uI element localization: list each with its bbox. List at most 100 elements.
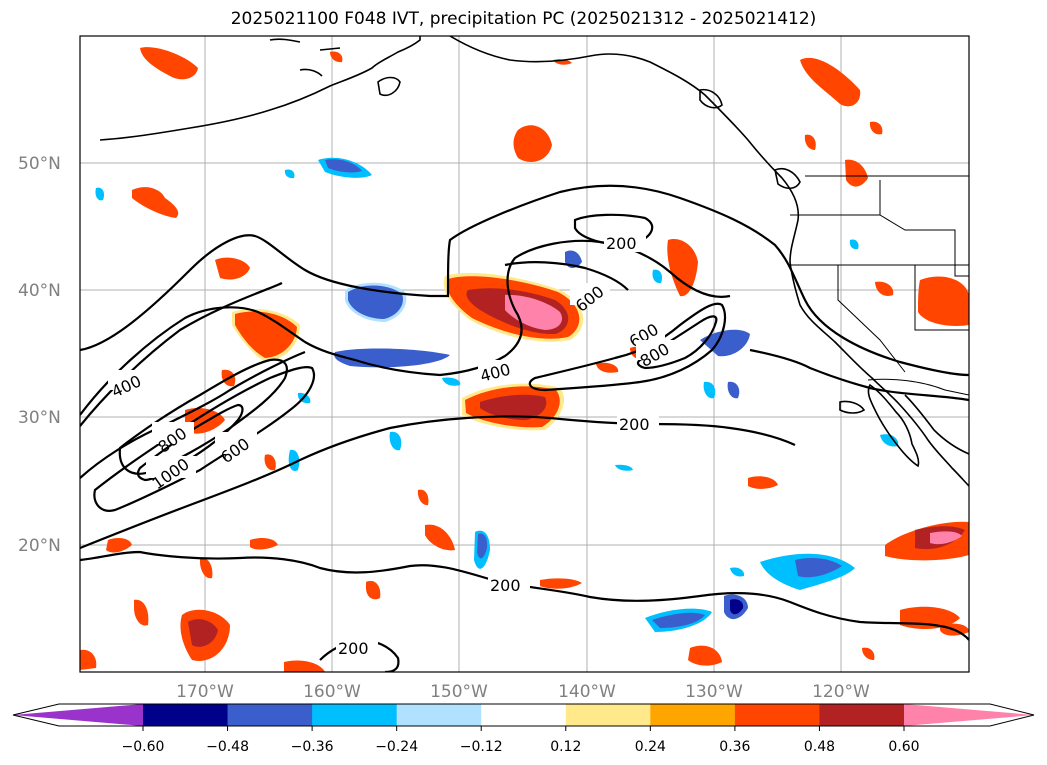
precip-blob bbox=[140, 47, 198, 80]
ivt-contour-1000 bbox=[136, 403, 244, 482]
precip-blob-negative bbox=[880, 434, 899, 447]
colorbar-segment bbox=[396, 704, 482, 726]
colorbar-tick-label: −0.12 bbox=[460, 739, 503, 755]
precip-blob bbox=[513, 125, 552, 162]
precip-blob bbox=[862, 647, 875, 660]
precip-blob bbox=[869, 121, 883, 135]
lon-label-120w: 120°W bbox=[812, 682, 870, 702]
precip-blob bbox=[250, 537, 278, 550]
precip-blob bbox=[80, 649, 97, 670]
precip-blob bbox=[540, 578, 582, 589]
precip-blob-negative bbox=[325, 159, 362, 173]
lat-label-50n: 50°N bbox=[18, 154, 61, 174]
precip-blob bbox=[134, 599, 149, 626]
lat-label-30n: 30°N bbox=[18, 408, 61, 428]
precip-blob-negative bbox=[389, 431, 402, 451]
political-borders bbox=[790, 175, 969, 396]
colorbar-segment bbox=[227, 704, 313, 726]
precip-blob bbox=[132, 187, 179, 218]
colorbar-tick-label: 0.48 bbox=[804, 739, 835, 755]
lat-label-20n: 20°N bbox=[18, 536, 61, 556]
precip-blob bbox=[330, 51, 343, 63]
ivt-contour-200-north bbox=[80, 184, 969, 377]
contour-label: 200 bbox=[606, 234, 637, 253]
vancouver-island bbox=[774, 167, 801, 190]
precip-blob-negative bbox=[730, 599, 744, 615]
precip-blob-negative bbox=[615, 464, 633, 471]
lon-label-140w: 140°W bbox=[558, 682, 616, 702]
precip-blob-negative bbox=[652, 269, 663, 284]
precip-blob bbox=[200, 557, 213, 579]
precip-blob bbox=[215, 257, 250, 280]
colorbar-tick-label: 0.60 bbox=[888, 739, 919, 755]
ivt-contour-400-right bbox=[504, 261, 629, 291]
precip-blob bbox=[188, 619, 218, 647]
state-border-ca-nv bbox=[837, 265, 906, 373]
contour-label: 200 bbox=[619, 415, 650, 434]
lon-label-160w: 160°W bbox=[303, 682, 361, 702]
alaska-peninsula-coast bbox=[99, 36, 421, 141]
precip-blob bbox=[264, 454, 276, 471]
ivt-contour-200-south bbox=[80, 415, 796, 550]
precip-blob bbox=[688, 645, 722, 666]
gulf-of-california bbox=[904, 394, 969, 455]
precip-blob bbox=[106, 537, 132, 553]
precip-blob bbox=[918, 276, 969, 326]
coastlines bbox=[99, 36, 969, 487]
kodiak-island bbox=[377, 76, 401, 97]
lon-label-130w: 130°W bbox=[685, 682, 743, 702]
precip-blob-negative bbox=[442, 377, 461, 386]
lon-label-150w: 150°W bbox=[430, 682, 488, 702]
chart-title: 2025021100 F048 IVT, precipitation PC (2… bbox=[230, 9, 817, 29]
colorbar-segment bbox=[650, 704, 736, 726]
colorbar-segment bbox=[143, 704, 229, 726]
precip-blob-negative bbox=[95, 187, 105, 201]
precip-blob-negative bbox=[284, 169, 295, 179]
ivt-contour-200-east bbox=[749, 348, 969, 402]
precip-blob bbox=[596, 362, 619, 373]
contour-label: 200 bbox=[490, 576, 521, 595]
state-border-nv-az bbox=[914, 265, 969, 331]
colorbar-segment bbox=[312, 704, 398, 726]
colorbar-ticks: −0.60 −0.48 −0.36 −0.24 −0.12 0.12 0.24 0.36 0.4… bbox=[122, 726, 920, 755]
baja-california bbox=[867, 383, 920, 468]
lat-label-40n: 40°N bbox=[18, 281, 61, 301]
colorbar-tick-label: −0.24 bbox=[375, 739, 418, 755]
state-border-id bbox=[879, 214, 969, 277]
precip-blob-negative bbox=[652, 612, 705, 628]
precip-blob bbox=[845, 159, 868, 187]
colorbar-segment bbox=[734, 704, 820, 726]
ivt-contour-800 bbox=[636, 315, 718, 370]
colorbar-segment bbox=[481, 704, 567, 726]
bc-islands bbox=[699, 88, 723, 109]
colorbar-segment bbox=[819, 704, 905, 726]
longitude-labels: 170°W 160°W 150°W 140°W 130°W 120°W bbox=[176, 682, 870, 702]
colorbar-tick-label: 0.36 bbox=[719, 739, 750, 755]
colorbar-extend-low bbox=[13, 704, 143, 726]
gulf-of-alaska-coast bbox=[449, 36, 969, 487]
precip-blob-negative bbox=[565, 250, 582, 268]
precip-blob bbox=[804, 134, 816, 150]
precip-blob bbox=[748, 476, 778, 489]
precip-blob bbox=[667, 239, 698, 297]
small-island bbox=[839, 400, 866, 414]
colorbar-tick-label: 0.12 bbox=[550, 739, 581, 755]
colorbar-tick-label: 0.24 bbox=[635, 739, 666, 755]
colorbar-outline bbox=[12, 703, 1035, 727]
precip-blob-negative bbox=[477, 533, 488, 559]
map-panel: 200 600 400 600 800 400 800 600 1000 200… bbox=[80, 36, 969, 672]
precip-blob bbox=[425, 524, 455, 551]
precip-blob-negative bbox=[727, 381, 740, 399]
colorbar-tick-label: −0.48 bbox=[206, 739, 249, 755]
precip-blob bbox=[284, 660, 325, 672]
precip-blob bbox=[875, 281, 894, 296]
precip-blob bbox=[930, 531, 962, 545]
precip-blob-negative bbox=[288, 449, 300, 472]
contour-label: 200 bbox=[338, 639, 369, 658]
precip-blob bbox=[366, 580, 381, 600]
us-mexico-border bbox=[867, 378, 969, 396]
contour-labels: 200 600 400 600 800 400 800 600 1000 200… bbox=[108, 232, 676, 658]
ivt-contour-600 bbox=[528, 302, 727, 392]
lon-label-170w: 170°W bbox=[176, 682, 234, 702]
